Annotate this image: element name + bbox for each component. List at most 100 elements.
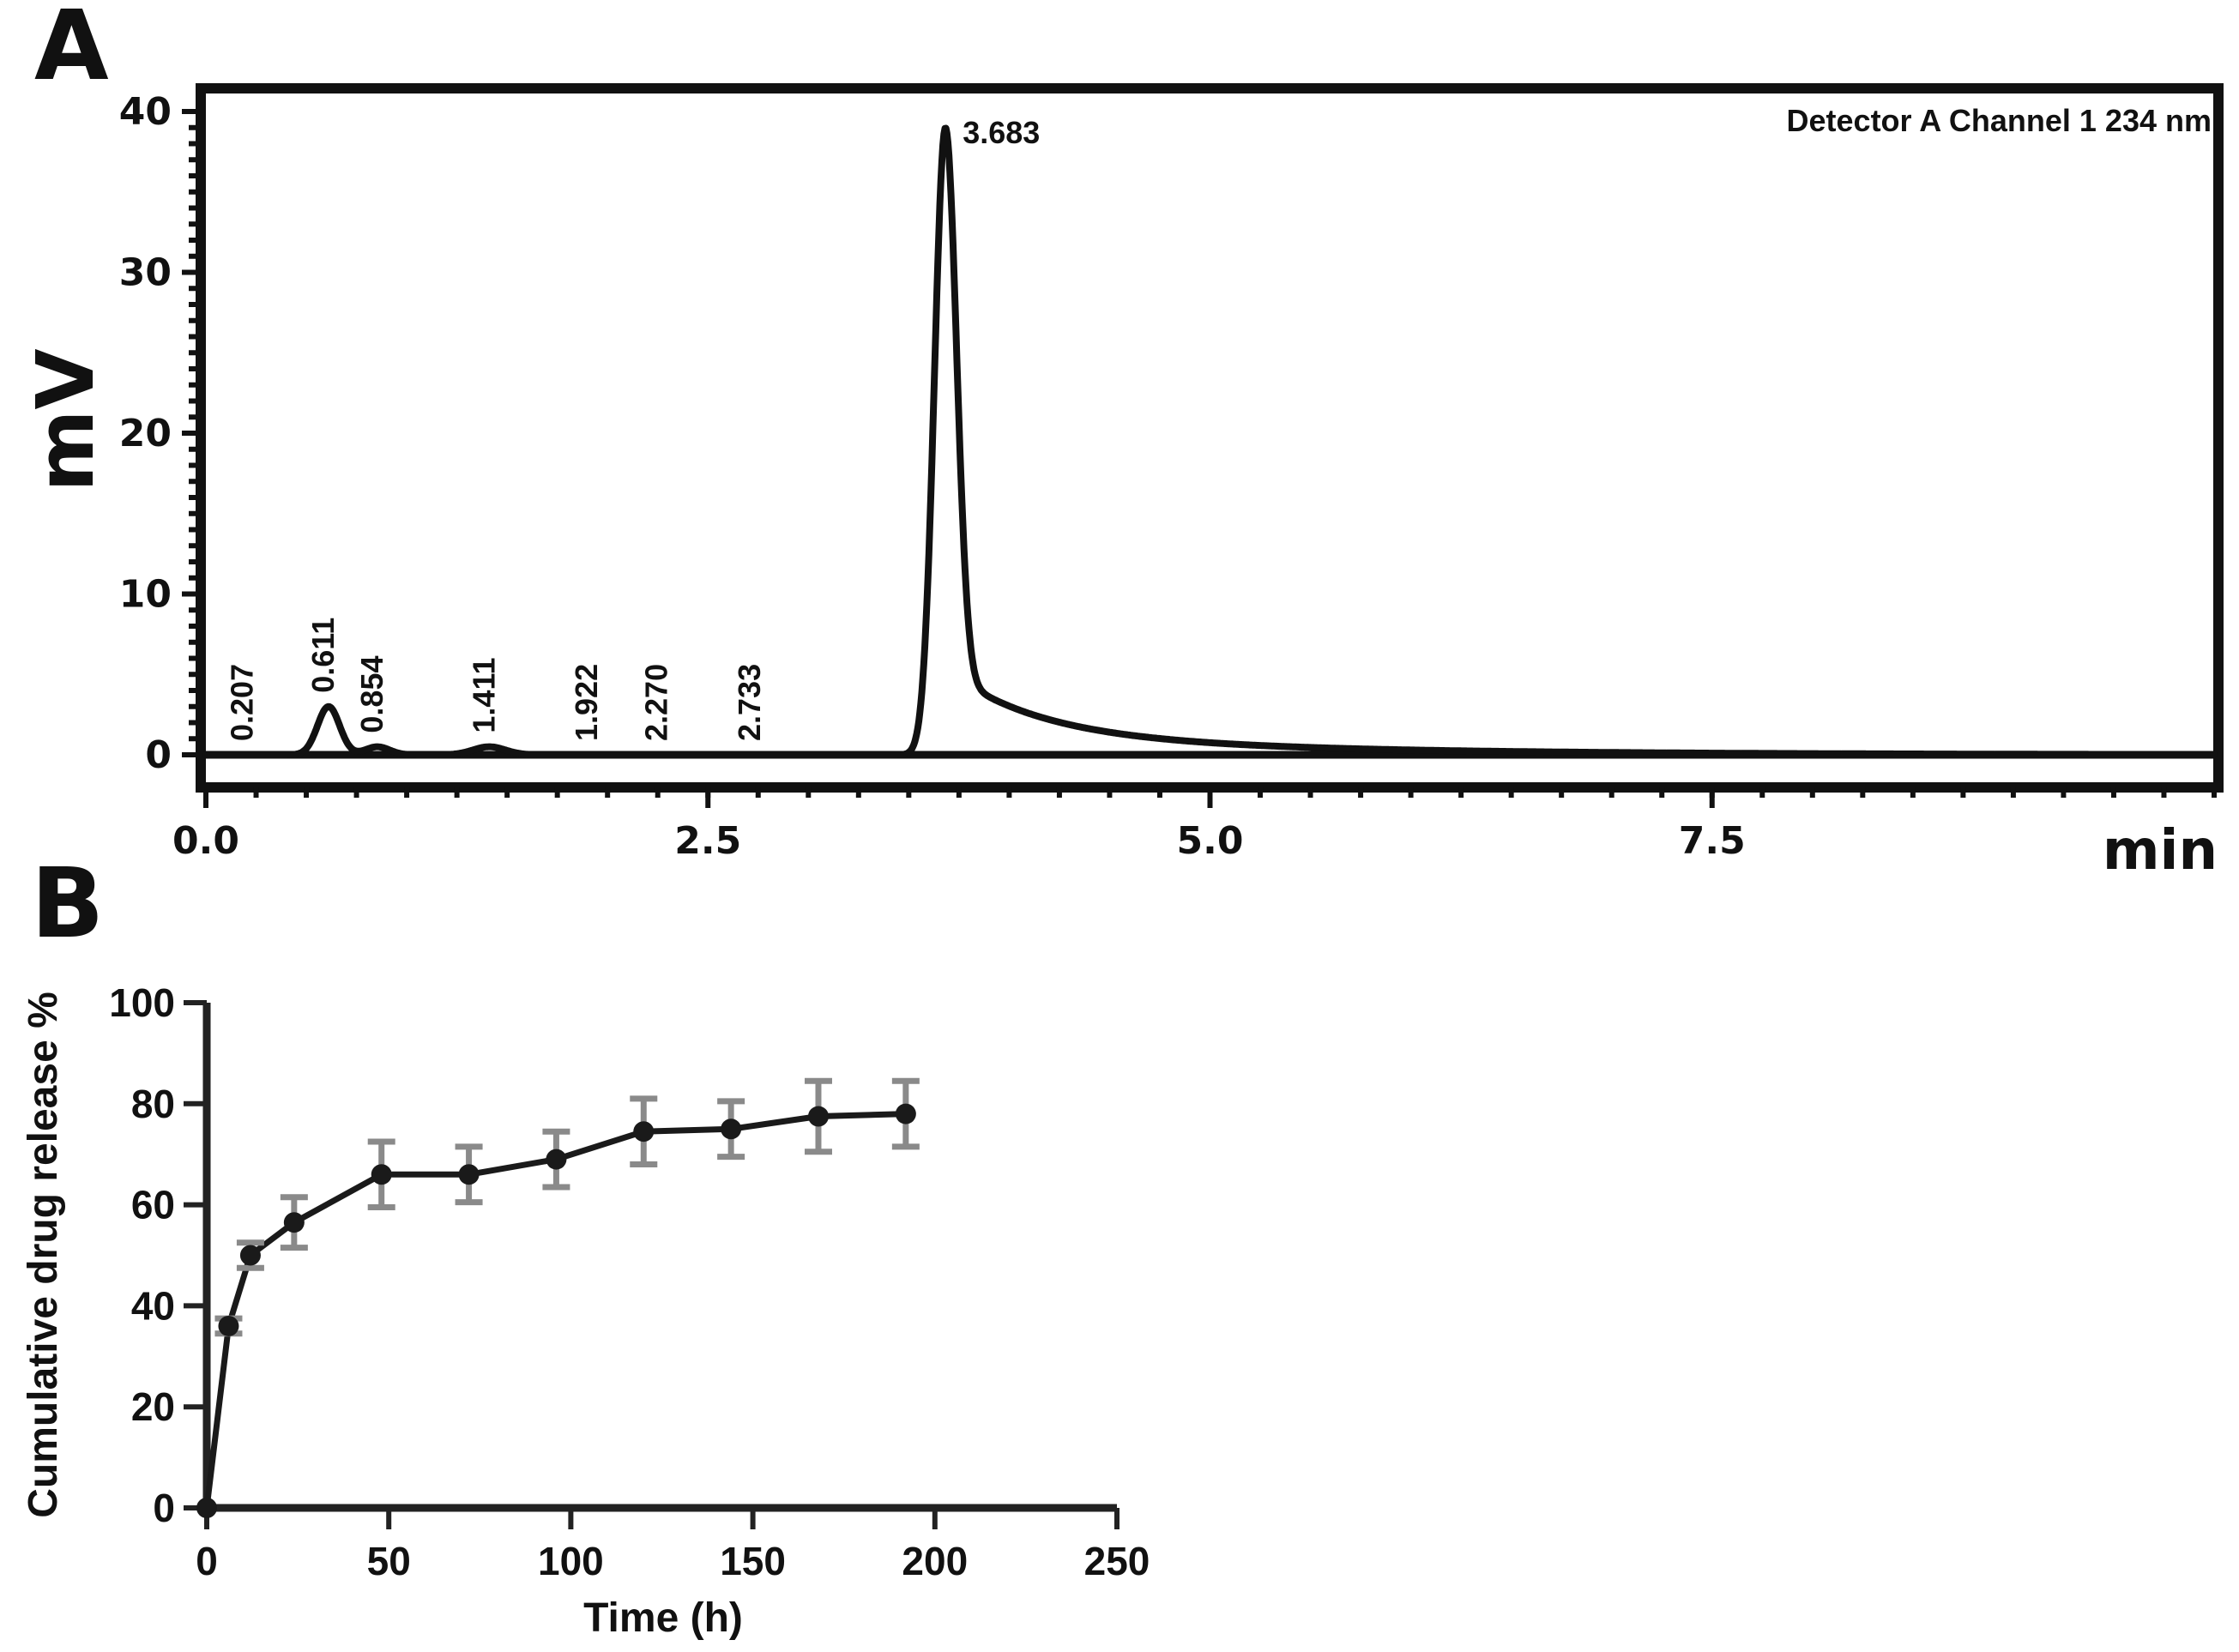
y-minor-tick: [189, 559, 201, 564]
y-minor-tick: [189, 510, 201, 516]
x-minor-tick: [304, 787, 310, 798]
release-y-ticks: 0 20 40 60 80 100: [109, 980, 207, 1530]
x-tick-label: 7.5: [1679, 819, 1746, 863]
data-point: [721, 1118, 742, 1140]
data-point: [239, 1245, 261, 1266]
x-tick-label: 2.5: [674, 819, 741, 863]
y-minor-tick: [189, 624, 201, 629]
y-minor-tick: [189, 703, 201, 709]
chromatogram-y-axis-label: mV: [20, 348, 112, 491]
x-minor-tick: [454, 787, 460, 798]
x-minor-tick: [554, 787, 560, 798]
peak-label-2-733: 2.733: [732, 664, 767, 741]
y-minor-tick: [189, 157, 201, 163]
y-minor-tick: [189, 253, 201, 259]
x-minor-tick: [253, 787, 259, 798]
y-minor-tick: [189, 238, 201, 243]
y-minor-tick: [189, 334, 201, 340]
x-tick-label: 0: [196, 1539, 218, 1583]
peak-label-2-270: 2.270: [638, 664, 673, 741]
y-minor-tick: [189, 350, 201, 356]
y-tick-label: 40: [131, 1283, 175, 1328]
x-minor-tick: [1508, 787, 1514, 798]
x-minor-tick: [2212, 787, 2217, 798]
y-minor-tick: [189, 720, 201, 726]
x-minor-tick: [655, 787, 661, 798]
chromatogram-chart: 0 10 20 30 40 0.0 2.5 5.0 7.5 0.207 0.611 0.854 1.…: [20, 83, 2224, 883]
x-minor-tick: [1107, 787, 1113, 798]
y-minor-tick: [189, 736, 201, 742]
x-minor-tick: [1307, 787, 1313, 798]
chromatogram-y-ticks: 0 10 20 30 40: [119, 90, 201, 777]
release-data-points: [196, 1103, 916, 1518]
x-minor-tick: [906, 787, 912, 798]
data-point: [633, 1121, 655, 1143]
x-tick-label: 0.0: [172, 819, 239, 863]
y-minor-tick: [189, 639, 201, 645]
x-minor-tick: [1408, 787, 1414, 798]
x-minor-tick: [855, 787, 861, 798]
x-minor-tick: [1910, 787, 1916, 798]
x-minor-tick: [1258, 787, 1264, 798]
y-minor-tick: [189, 189, 201, 195]
peak-label-0-611: 0.611: [305, 618, 341, 693]
data-point: [218, 1315, 239, 1336]
y-minor-tick: [189, 205, 201, 211]
chromatogram-x-ticks: 0.0 2.5 5.0 7.5: [172, 787, 1746, 863]
y-minor-tick: [189, 655, 201, 661]
panel-a-label: A: [34, 0, 109, 102]
x-minor-tick: [1156, 787, 1162, 798]
data-point: [546, 1149, 567, 1170]
y-minor-tick: [189, 317, 201, 323]
x-tick-label: 250: [1084, 1539, 1150, 1583]
x-tick-label: 100: [538, 1539, 604, 1583]
y-minor-tick: [189, 607, 201, 613]
x-minor-tick: [956, 787, 962, 798]
x-tick-label: 150: [720, 1539, 786, 1583]
peak-label-1-411: 1.411: [466, 657, 501, 733]
release-x-ticks: 0 50 100 150 200 250: [196, 1508, 1150, 1583]
y-minor-tick: [189, 382, 201, 388]
x-minor-tick: [2161, 787, 2167, 798]
chromatogram-trace: [202, 124, 2218, 758]
y-tick-label: 0: [145, 733, 172, 777]
data-point: [458, 1164, 480, 1185]
y-minor-tick: [189, 543, 201, 549]
x-minor-tick: [605, 787, 611, 798]
x-minor-tick: [1759, 787, 1765, 798]
x-minor-tick: [1559, 787, 1565, 798]
y-minor-tick: [189, 141, 201, 147]
y-minor-tick: [189, 286, 201, 292]
y-minor-tick: [189, 446, 201, 452]
x-minor-tick: [1358, 787, 1364, 798]
y-minor-tick: [189, 688, 201, 693]
x-minor-tick: [353, 787, 359, 798]
peak-label-0-207: 0.207: [225, 664, 260, 741]
y-minor-tick: [189, 527, 201, 533]
y-minor-tick: [189, 495, 201, 500]
y-tick-label: 30: [119, 251, 172, 295]
x-minor-tick: [504, 787, 510, 798]
data-point: [196, 1498, 217, 1518]
chromatogram-x-axis-label: min: [2103, 819, 2218, 883]
y-minor-tick: [189, 672, 201, 678]
data-point: [283, 1212, 305, 1233]
y-minor-tick: [189, 462, 201, 468]
y-tick-label: 80: [131, 1082, 175, 1126]
x-minor-tick: [806, 787, 812, 798]
y-tick-label: 0: [153, 1486, 175, 1530]
x-minor-tick: [1458, 787, 1464, 798]
x-minor-tick: [755, 787, 761, 798]
peak-label-3-683: 3.683: [963, 115, 1040, 150]
y-tick-label: 40: [119, 90, 172, 134]
release-x-axis-label: Time (h): [583, 1595, 743, 1641]
x-minor-tick: [2061, 787, 2067, 798]
x-minor-tick: [1809, 787, 1815, 798]
x-minor-tick: [404, 787, 410, 798]
y-tick-label: 60: [131, 1183, 175, 1227]
y-minor-tick: [189, 479, 201, 485]
y-minor-tick: [189, 414, 201, 420]
peak-label-1-922: 1.922: [569, 664, 604, 741]
y-minor-tick: [189, 575, 201, 581]
data-point: [371, 1164, 392, 1185]
